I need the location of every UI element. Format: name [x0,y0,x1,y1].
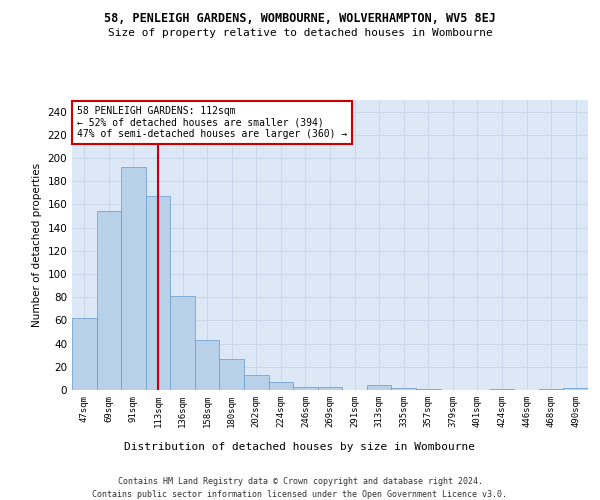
Text: Distribution of detached houses by size in Wombourne: Distribution of detached houses by size … [125,442,476,452]
Bar [391,388,416,390]
Bar [72,318,97,390]
Bar [563,388,588,390]
Bar [195,340,220,390]
Text: Contains public sector information licensed under the Open Government Licence v3: Contains public sector information licen… [92,490,508,499]
Text: Size of property relative to detached houses in Wombourne: Size of property relative to detached ho… [107,28,493,38]
Bar [490,389,514,390]
Bar [146,196,170,390]
Bar [416,389,440,390]
Text: Contains HM Land Registry data © Crown copyright and database right 2024.: Contains HM Land Registry data © Crown c… [118,478,482,486]
Bar [318,386,342,390]
Bar [293,386,318,390]
Bar [367,386,391,390]
Bar [97,212,121,390]
Text: 58 PENLEIGH GARDENS: 112sqm
← 52% of detached houses are smaller (394)
47% of se: 58 PENLEIGH GARDENS: 112sqm ← 52% of det… [77,106,347,139]
Bar [539,389,563,390]
Bar [170,296,195,390]
Text: 58, PENLEIGH GARDENS, WOMBOURNE, WOLVERHAMPTON, WV5 8EJ: 58, PENLEIGH GARDENS, WOMBOURNE, WOLVERH… [104,12,496,26]
Bar [269,382,293,390]
Y-axis label: Number of detached properties: Number of detached properties [32,163,42,327]
Bar [244,375,269,390]
Bar [121,168,146,390]
Bar [220,358,244,390]
